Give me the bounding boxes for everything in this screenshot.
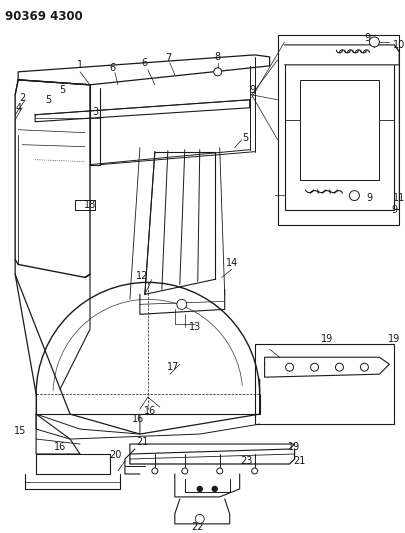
Text: 2: 2: [19, 93, 25, 103]
Circle shape: [349, 191, 358, 200]
Circle shape: [369, 37, 378, 47]
Circle shape: [181, 468, 188, 474]
Text: 16: 16: [143, 406, 156, 416]
Circle shape: [360, 363, 367, 371]
Circle shape: [251, 468, 257, 474]
Text: 16: 16: [132, 414, 144, 424]
Text: 5: 5: [45, 95, 51, 105]
Circle shape: [371, 39, 377, 45]
Text: 22: 22: [191, 522, 204, 532]
Circle shape: [195, 514, 204, 523]
Text: 18: 18: [84, 199, 96, 209]
Text: 10: 10: [392, 40, 405, 50]
Text: 8: 8: [214, 52, 220, 62]
Circle shape: [176, 300, 186, 309]
Text: 21: 21: [293, 456, 305, 466]
Text: 19: 19: [321, 334, 333, 344]
Text: 21: 21: [136, 437, 149, 447]
Text: 11: 11: [392, 192, 405, 203]
Circle shape: [197, 516, 202, 521]
Circle shape: [310, 363, 318, 371]
Circle shape: [351, 192, 356, 199]
Text: 7: 7: [164, 53, 171, 63]
Circle shape: [216, 468, 222, 474]
Circle shape: [178, 301, 185, 308]
Text: 6: 6: [141, 58, 147, 68]
Text: 9: 9: [390, 205, 396, 215]
Circle shape: [335, 363, 343, 371]
Circle shape: [213, 68, 221, 76]
Bar: [299, 80, 378, 180]
Text: 19: 19: [288, 442, 300, 452]
Text: 9: 9: [365, 192, 371, 203]
Text: 19: 19: [387, 334, 399, 344]
Circle shape: [285, 363, 293, 371]
Circle shape: [151, 468, 158, 474]
Text: 9: 9: [249, 85, 255, 95]
Text: 14: 14: [225, 259, 237, 269]
Text: 90369 4300: 90369 4300: [5, 11, 83, 23]
Text: 20: 20: [109, 450, 121, 460]
Text: 17: 17: [166, 362, 179, 372]
Text: 3: 3: [92, 107, 98, 117]
Text: 5: 5: [59, 85, 65, 95]
Text: 1: 1: [77, 60, 83, 70]
Text: 15: 15: [14, 426, 26, 436]
Text: 4: 4: [15, 103, 21, 113]
Text: 9: 9: [363, 33, 369, 43]
Text: 5: 5: [242, 133, 248, 143]
Bar: [254, 344, 393, 424]
Circle shape: [197, 487, 202, 491]
Text: 13: 13: [188, 322, 200, 332]
Circle shape: [212, 487, 217, 491]
Text: 23: 23: [240, 456, 252, 466]
Text: 6: 6: [109, 63, 115, 73]
Text: 16: 16: [54, 442, 66, 452]
Text: 12: 12: [135, 271, 148, 281]
Bar: [277, 35, 399, 224]
